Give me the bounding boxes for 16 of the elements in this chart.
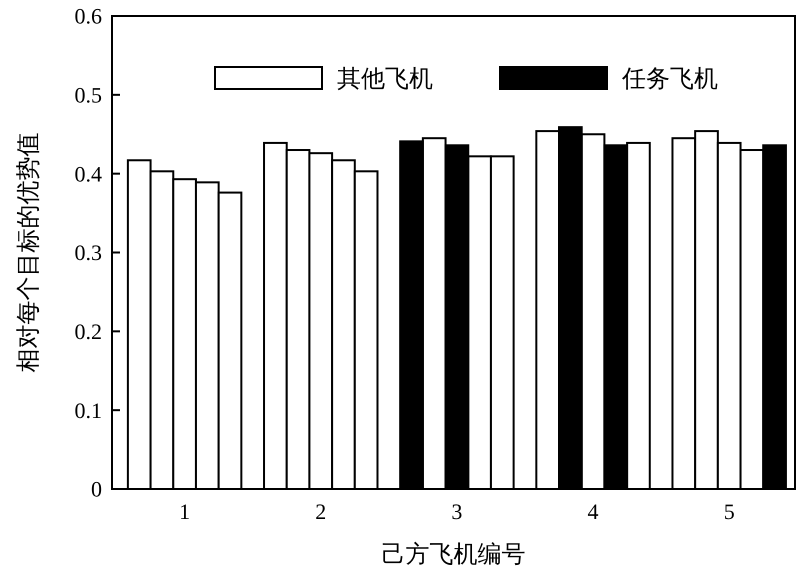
y-tick-label: 0.5 xyxy=(74,82,102,108)
y-tick-label: 0.3 xyxy=(74,240,102,266)
x-axis-title: 己方飞机编号 xyxy=(382,541,526,568)
y-tick-label: 0.2 xyxy=(74,319,102,344)
y-axis-title: 相对每个目标的优势值 xyxy=(16,132,42,372)
x-tick-label: 3 xyxy=(451,499,462,524)
y-tick-label: 0.1 xyxy=(74,398,102,423)
x-tick-label: 1 xyxy=(179,499,190,524)
x-tick-label: 5 xyxy=(724,499,735,524)
x-tick-label: 2 xyxy=(315,499,326,524)
y-tick-label: 0.4 xyxy=(74,161,102,186)
y-tick-label: 0.6 xyxy=(74,4,102,29)
legend-label: 任务飞机 xyxy=(621,66,718,92)
x-tick-label: 4 xyxy=(588,499,599,524)
legend-label: 其他飞机 xyxy=(337,66,433,92)
y-tick-label: 0 xyxy=(91,476,102,502)
